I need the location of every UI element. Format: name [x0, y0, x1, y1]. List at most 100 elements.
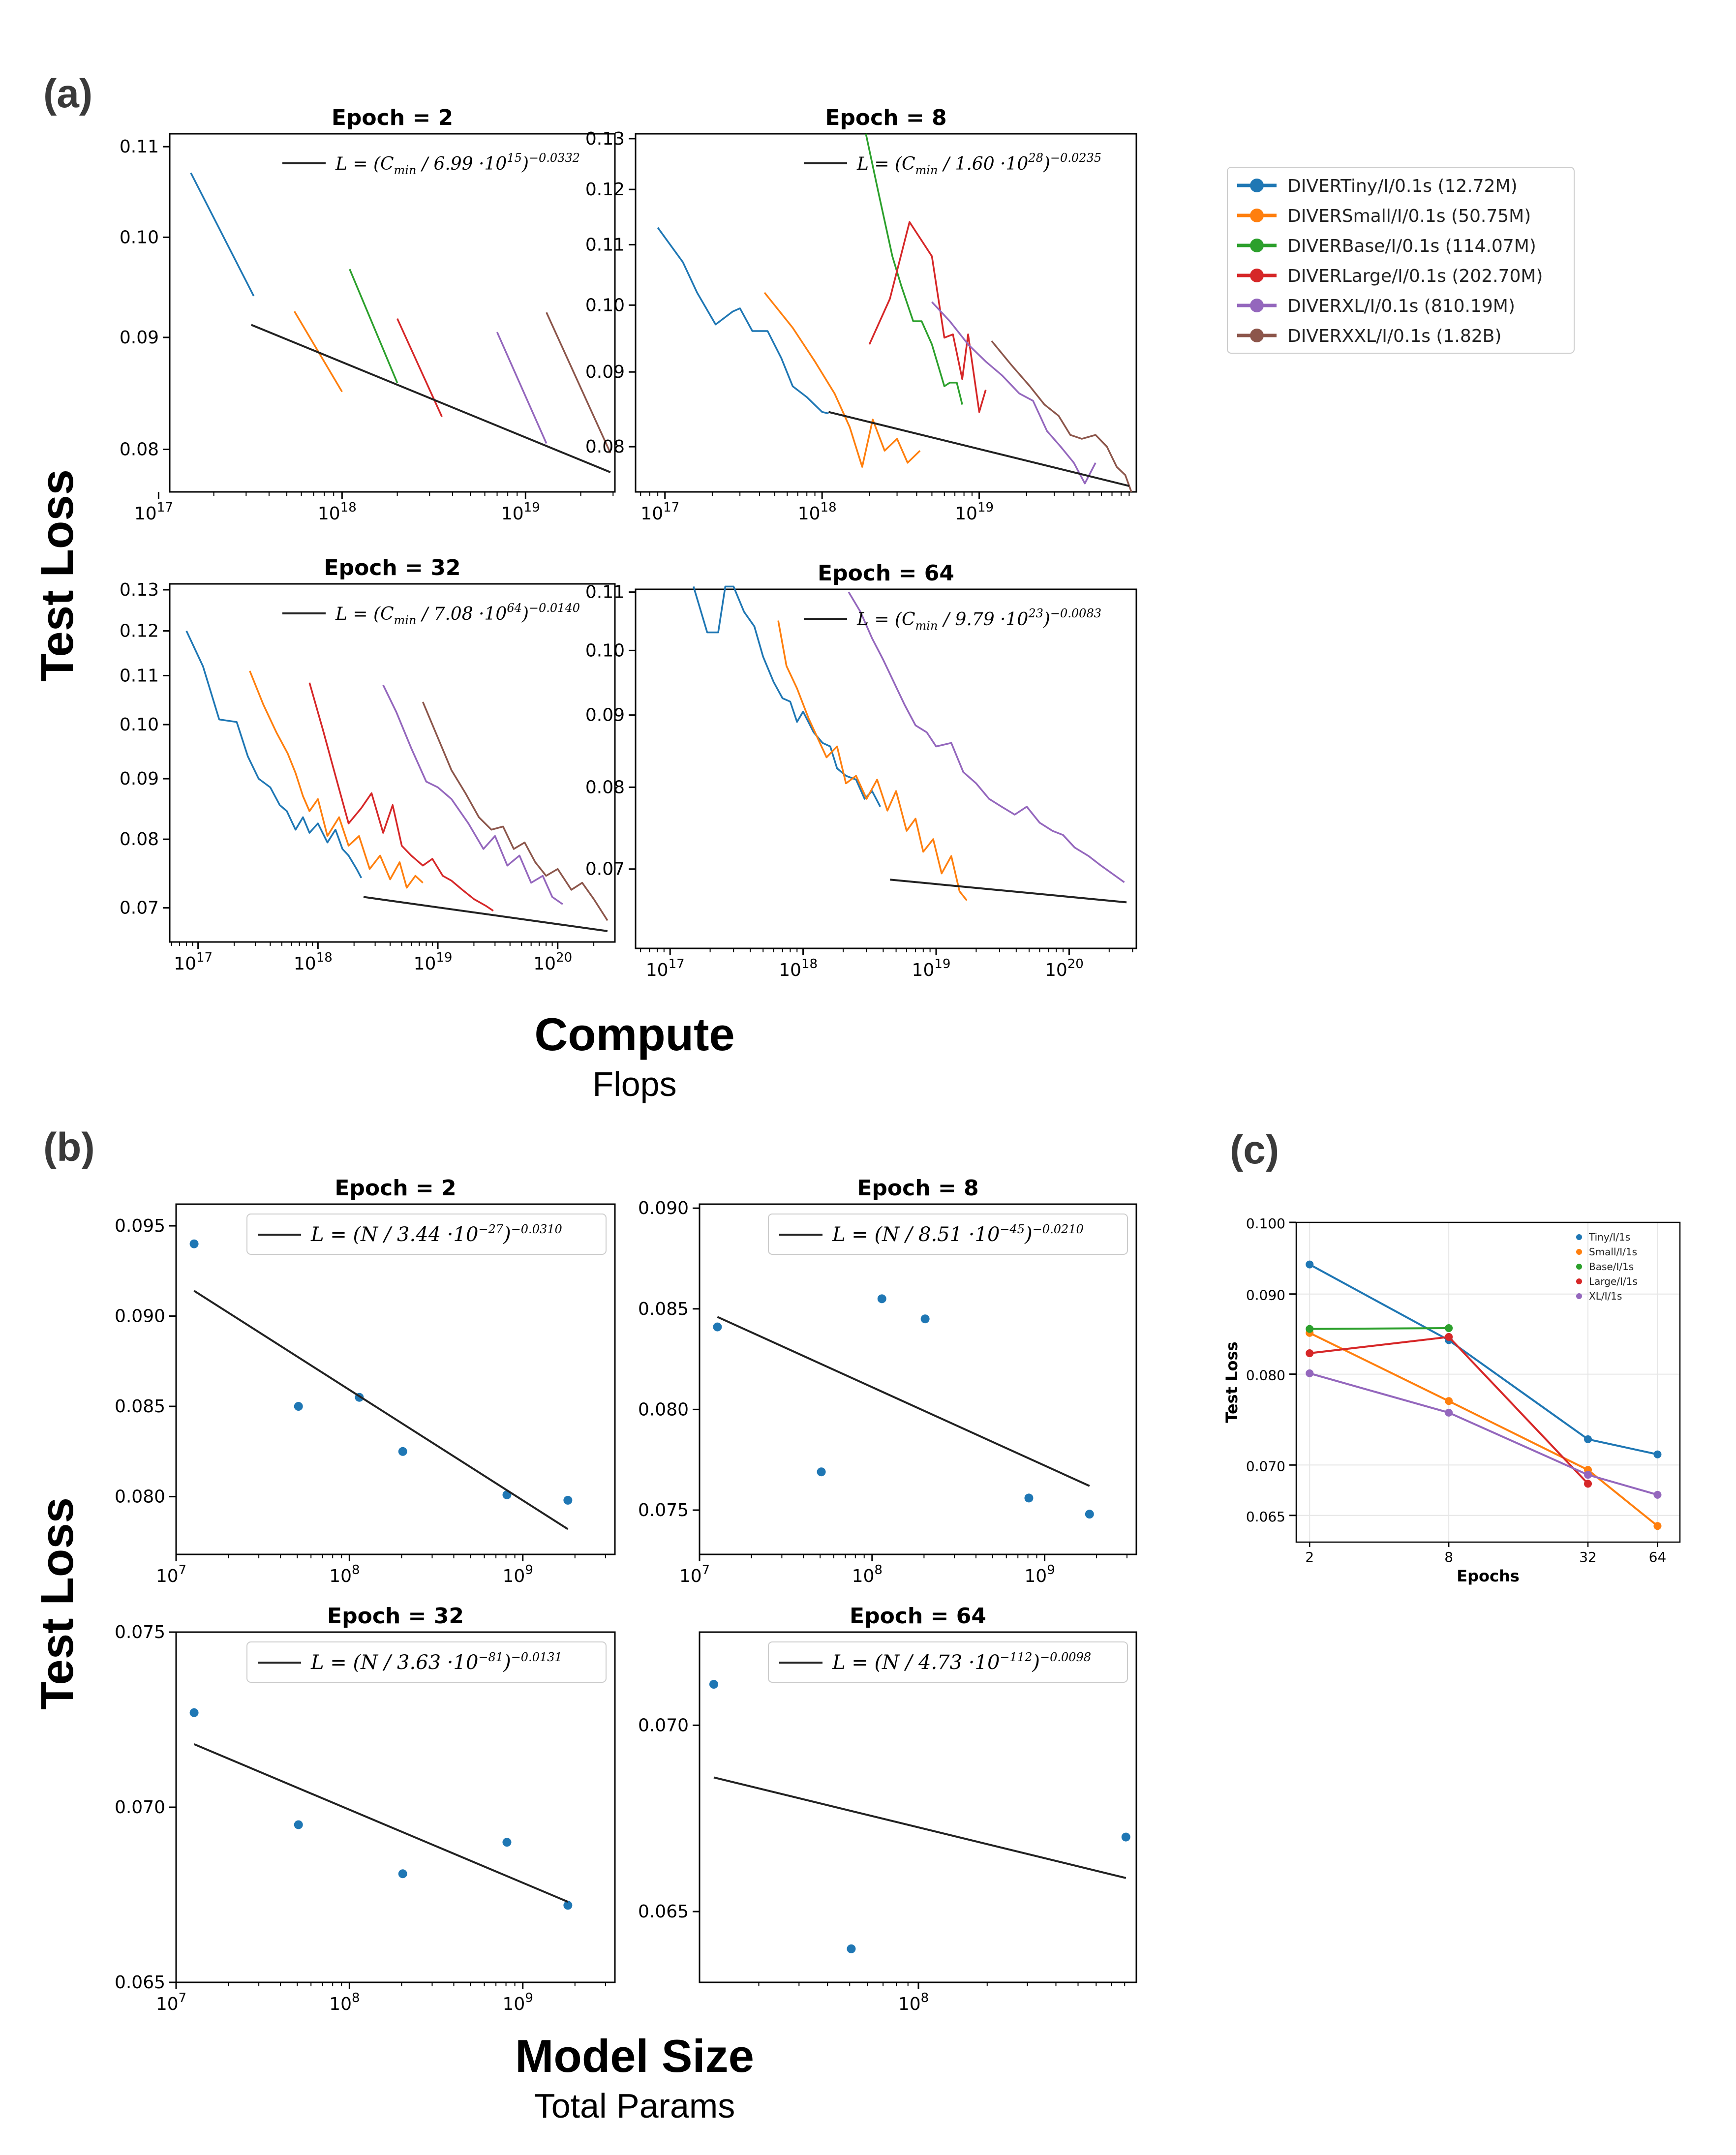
y-tick-label: 0.065: [638, 1902, 689, 1922]
y-tick-label: 0.11: [585, 582, 625, 603]
series-point-large: [1584, 1480, 1592, 1488]
data-point: [189, 1708, 199, 1717]
x-axis-label-compute: Compute: [534, 1008, 734, 1060]
fit-line: [193, 1743, 569, 1903]
x-tick-label: 8: [1444, 1549, 1453, 1565]
y-axis-label-b: Test Loss: [31, 1497, 83, 1710]
series-point-base: [1306, 1325, 1314, 1333]
series-point-xl: [1584, 1471, 1592, 1479]
series-line-small: [1309, 1332, 1658, 1527]
x-tick-label: 109: [503, 1563, 533, 1586]
fit-line: [717, 1316, 1090, 1487]
y-tick-label: 0.13: [120, 580, 159, 600]
fit-line: [363, 896, 608, 932]
series-line-base: [865, 133, 963, 405]
axes-frame: [175, 1631, 616, 1983]
series-line-tiny: [693, 585, 881, 807]
x-tick-label: 108: [329, 1563, 360, 1586]
series-point-large: [1306, 1349, 1314, 1358]
series-point-xl: [1445, 1408, 1453, 1417]
fit-equation: L = (Cmin / 6.99 ·1015)−0.0332: [335, 151, 580, 177]
legend-label-xl: DIVERXL/I/0.1s (810.19M): [1287, 296, 1515, 316]
series-line-small: [249, 670, 424, 889]
series-line-tiny: [657, 227, 829, 415]
y-tick-label: 0.075: [638, 1500, 689, 1520]
y-tick-label: 0.070: [638, 1715, 689, 1735]
data-point: [398, 1869, 407, 1879]
y-tick-label: 0.09: [585, 705, 625, 726]
legend-marker-base: [1250, 239, 1264, 252]
legend-marker-small: [1250, 209, 1264, 222]
y-tick-label: 0.090: [1246, 1287, 1285, 1304]
axes-frame: [169, 583, 616, 943]
chart-title: Epoch = 2: [332, 105, 453, 130]
chart-a4: Epoch = 64 0.11 0.10 0.09 0.08 0.07 1017 1018 10…: [585, 561, 1137, 980]
x-tick-label: 109: [503, 1991, 533, 2014]
chart-a2: Epoch = 8 0.13 0.12 0.11 0.10 0.09 0.08 1017 101…: [585, 105, 1137, 524]
legend-box: [1227, 167, 1575, 354]
data-point: [189, 1239, 199, 1248]
fit-line: [193, 1290, 569, 1530]
legend-label-base: Base/I/1s: [1589, 1261, 1634, 1273]
chart-title: Epoch = 32: [324, 555, 461, 580]
legend-marker-large: [1576, 1278, 1582, 1284]
series-line-xl: [1309, 1372, 1658, 1496]
y-tick-label: 0.12: [585, 180, 625, 200]
main-legend: DIVERTiny/I/0.1s (12.72M) DIVERSmall/I/0.…: [1227, 167, 1575, 354]
legend-label-tiny: DIVERTiny/I/0.1s (12.72M): [1287, 176, 1518, 196]
y-tick-label: 0.13: [585, 129, 625, 149]
series-line-small: [763, 292, 921, 468]
panel-label-c: (c): [1230, 1127, 1279, 1172]
series-point-small: [1445, 1397, 1453, 1405]
y-tick-label: 0.10: [120, 715, 159, 735]
y-tick-label: 0.09: [585, 362, 625, 382]
fit-legend-box: [246, 1641, 607, 1683]
y-tick-label: 0.085: [638, 1299, 689, 1319]
chart-title: Epoch = 2: [335, 1176, 456, 1201]
legend-marker-small: [1576, 1249, 1582, 1255]
data-point: [1121, 1832, 1130, 1842]
legend-label-small: Small/I/1s: [1589, 1246, 1637, 1258]
series-line-xl: [931, 301, 1096, 485]
y-tick-label: 0.07: [120, 898, 159, 918]
data-point: [502, 1838, 512, 1847]
x-tick-label: 1017: [174, 950, 213, 974]
y-tick-label: 0.065: [115, 1973, 165, 1993]
y-tick-label: 0.090: [115, 1306, 165, 1327]
y-tick-label: 0.090: [638, 1198, 689, 1218]
chart-title: Epoch = 64: [850, 1604, 986, 1629]
axes-frame: [169, 133, 616, 493]
legend-marker-xl: [1576, 1293, 1582, 1299]
series-line-small: [777, 620, 968, 901]
y-tick-label: 0.09: [120, 769, 159, 789]
x-tick-label: 108: [898, 1991, 929, 2014]
data-point: [398, 1447, 407, 1456]
series-point-tiny: [1584, 1435, 1592, 1443]
data-point: [877, 1294, 886, 1304]
y-tick-label: 0.08: [585, 437, 625, 457]
y-tick-label: 0.11: [120, 666, 159, 686]
x-tick-label: 1017: [646, 957, 685, 980]
series-line-xl: [848, 591, 1125, 883]
fit-line: [890, 879, 1127, 904]
data-point: [294, 1820, 303, 1829]
axes-frame: [175, 1203, 616, 1555]
x-tick-label: 107: [156, 1563, 186, 1586]
series-line-base: [1310, 1327, 1449, 1330]
chart-a1: Epoch = 2 0.11 0.10 0.09 0.08 1017 1018 1019 L =…: [120, 105, 616, 524]
charts-layer: Epoch = 2 0.11 0.10 0.09 0.08 1017 1018 1019 L =…: [115, 105, 1681, 2014]
fit-equation: L = (Cmin / 1.60 ·1028)−0.0235: [856, 151, 1101, 177]
y-tick-label: 0.070: [115, 1797, 165, 1818]
x-tick-label: 32: [1579, 1549, 1597, 1565]
y-tick-label: 0.08: [585, 777, 625, 797]
series-line-xl: [382, 684, 563, 905]
y-tick-label: 0.085: [115, 1396, 165, 1417]
chart-title: Epoch = 32: [327, 1604, 464, 1629]
chart-title: Epoch = 8: [857, 1176, 978, 1201]
axes-frame: [699, 1631, 1137, 1983]
series-point-small: [1653, 1522, 1662, 1530]
chart-title: Epoch = 64: [818, 561, 954, 586]
